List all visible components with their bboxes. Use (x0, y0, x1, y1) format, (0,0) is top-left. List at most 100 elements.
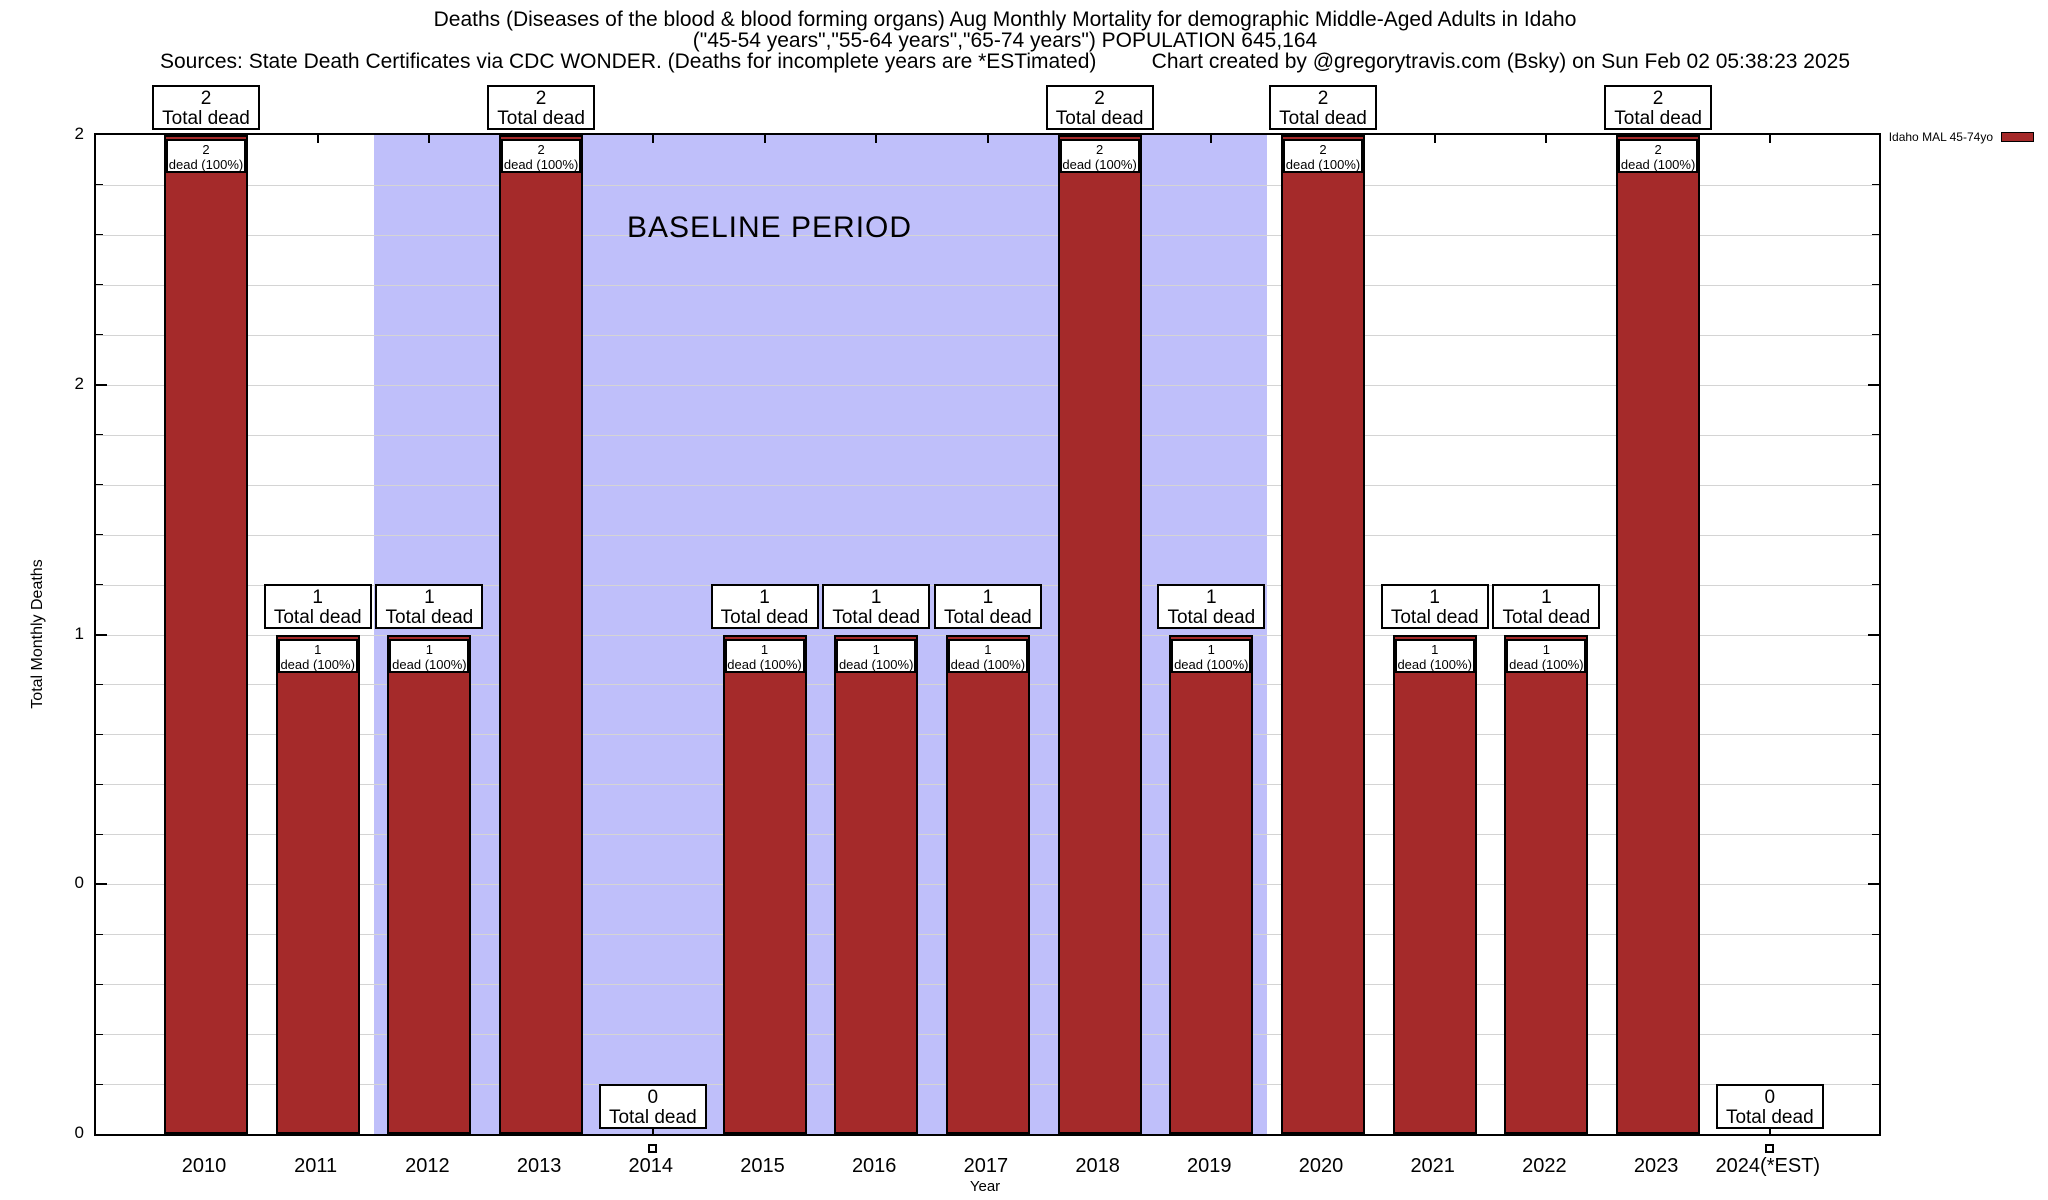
total-dead-value: 2 (535, 87, 547, 109)
bar-pct-box-2023: 2 dead (100%) (1618, 139, 1699, 173)
bar-pct-text: dead (100%) (1174, 656, 1249, 672)
bar-pct-value: 1 (760, 641, 769, 657)
y-tick-left (96, 1033, 103, 1035)
y-tick-left (96, 833, 103, 835)
total-dead-box-2022: 1 Total dead (1492, 584, 1601, 630)
bar-pct-text: dead (100%) (1062, 157, 1137, 172)
bar-pct-value: 1 (872, 641, 880, 657)
total-dead-value: 2 (200, 87, 212, 109)
y-tick-left (96, 484, 103, 486)
total-dead-box-2016: 1 Total dead (822, 584, 931, 630)
total-dead-text: Total dead (832, 607, 921, 629)
bar-2011 (275, 634, 360, 1134)
bar-pct-value: 1 (425, 641, 433, 657)
y-tick-right (1872, 783, 1879, 785)
total-dead-box-2019: 1 Total dead (1157, 584, 1266, 630)
total-dead-value: 0 (1764, 1086, 1776, 1108)
bar-pct-text: dead (100%) (392, 656, 467, 672)
x-tick-label-2017: 2017 (963, 1155, 1009, 1177)
y-tick-right (1868, 383, 1879, 386)
chart-subtitle: ("45-54 years","55-64 years","65-74 year… (692, 29, 1318, 52)
bar-pct-text: dead (100%) (1620, 157, 1696, 172)
zero-bar-stub-2014 (651, 1129, 654, 1134)
bar-2015 (722, 634, 807, 1134)
y-tick-right (1872, 933, 1879, 935)
bar-pct-value: 1 (1431, 641, 1439, 657)
bar-pct-box-2018: 2 dead (100%) (1059, 139, 1140, 173)
gridline (96, 284, 1879, 286)
bar-2017 (945, 634, 1030, 1134)
total-dead-box-2023: 2 Total dead (1604, 84, 1713, 130)
bar-pct-text: dead (100%) (838, 656, 914, 672)
x-tick-top (875, 135, 878, 143)
sources-note: Sources: State Death Certificates via CD… (160, 50, 1097, 73)
y-tick-left (96, 534, 103, 536)
bar-pct-text: dead (100%) (950, 656, 1026, 672)
y-tick-left (96, 234, 103, 236)
total-dead-box-2012: 1 Total dead (375, 584, 484, 630)
total-dead-value: 1 (312, 587, 323, 609)
y-tick-label: 2 (74, 373, 84, 393)
y-tick-right (1868, 883, 1879, 886)
x-tick-top (1545, 135, 1548, 143)
gridline (96, 384, 1879, 386)
bar-pct-value: 2 (1654, 142, 1662, 157)
total-dead-value: 1 (1206, 587, 1217, 609)
x-tick-label-2022: 2022 (1522, 1155, 1567, 1177)
bar-2013 (499, 135, 584, 1134)
y-tick-right (1872, 683, 1879, 685)
gridline (96, 184, 1879, 186)
x-tick-label-2020: 2020 (1298, 1155, 1344, 1177)
total-dead-text: Total dead (1725, 1106, 1814, 1128)
total-dead-box-2024(*EST): 0 Total dead (1715, 1083, 1824, 1129)
x-tick-label-2014: 2014 (628, 1155, 674, 1177)
y-tick-left (96, 184, 103, 186)
bar-2019 (1169, 634, 1254, 1134)
y-tick-left (96, 633, 107, 636)
bar-pct-value: 1 (984, 641, 992, 657)
x-tick-top (428, 135, 431, 143)
total-dead-value: 1 (1429, 587, 1440, 609)
y-tick-right (1872, 584, 1879, 586)
zero-point-marker-2014 (648, 1144, 658, 1153)
bar-pct-text: dead (100%) (727, 656, 802, 672)
x-tick-label-2011: 2011 (294, 1155, 338, 1177)
total-dead-text: Total dead (1390, 607, 1479, 629)
total-dead-text: Total dead (385, 607, 474, 629)
credit-note: Chart created by @gregorytravis.com (Bsk… (1151, 50, 1850, 73)
x-tick-label-2013: 2013 (516, 1155, 562, 1177)
bar-pct-box-2013: 2 dead (100%) (501, 139, 582, 173)
total-dead-value: 1 (870, 587, 882, 609)
bar-pct-box-2010: 2 dead (100%) (166, 139, 246, 173)
x-tick-top (651, 135, 654, 143)
x-tick-top (1433, 135, 1436, 143)
bar-pct-box-2011: 1 dead (100%) (277, 638, 358, 673)
bar-2018 (1057, 135, 1142, 1134)
gridline (96, 334, 1879, 336)
total-dead-text: Total dead (720, 607, 809, 629)
y-tick-right (1872, 184, 1879, 186)
gridline (96, 484, 1879, 486)
y-tick-left (96, 1083, 103, 1085)
total-dead-box-2020: 2 Total dead (1269, 84, 1377, 130)
y-tick-right (1872, 1083, 1879, 1085)
total-dead-box-2021: 1 Total dead (1380, 584, 1489, 630)
total-dead-value: 1 (759, 587, 770, 609)
total-dead-box-2013: 2 Total dead (487, 84, 596, 130)
x-tick-label-2023: 2023 (1633, 1155, 1679, 1177)
bar-pct-box-2017: 1 dead (100%) (947, 638, 1028, 673)
x-tick-label-2019: 2019 (1187, 1155, 1232, 1177)
total-dead-text: Total dead (1055, 107, 1144, 129)
y-tick-left (96, 983, 103, 985)
bar-2012 (387, 634, 472, 1134)
bar-pct-value: 2 (202, 142, 210, 157)
total-dead-value: 2 (1094, 87, 1105, 109)
x-tick-top (1210, 135, 1213, 143)
total-dead-text: Total dead (1502, 607, 1591, 629)
bar-pct-box-2020: 2 dead (100%) (1283, 139, 1363, 173)
bar-pct-text: dead (100%) (1285, 157, 1361, 172)
y-tick-right (1872, 234, 1879, 236)
bar-pct-text: dead (100%) (1509, 656, 1584, 672)
baseline-period-label: BASELINE PERIOD (626, 211, 913, 244)
